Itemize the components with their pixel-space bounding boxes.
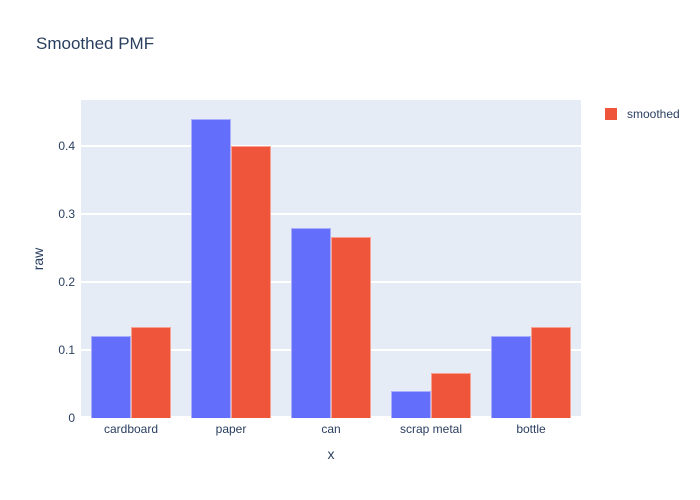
plot-area <box>81 100 581 418</box>
y-tick-label: 0 <box>68 411 75 425</box>
y-axis-title: raw <box>30 247 46 271</box>
bar-smoothed-bottle[interactable] <box>531 327 571 418</box>
bar-smoothed-paper[interactable] <box>231 146 271 418</box>
x-tick-label-cardboard: cardboard <box>103 422 159 436</box>
gridline-y-0.4 <box>81 145 581 148</box>
legend: smoothed <box>605 107 680 121</box>
x-tick-label-can: can <box>321 422 341 436</box>
bar-raw-paper[interactable] <box>191 119 231 418</box>
gridline-y-0.3 <box>81 213 581 216</box>
x-tick-label-paper: paper <box>215 422 247 436</box>
chart-title: Smoothed PMF <box>36 34 155 53</box>
bar-raw-scrap-metal[interactable] <box>391 390 431 418</box>
bar-raw-bottle[interactable] <box>491 336 531 418</box>
y-tick-label: 0.3 <box>58 207 75 222</box>
bar-smoothed-cardboard[interactable] <box>131 327 171 418</box>
bar-raw-cardboard[interactable] <box>91 336 131 418</box>
x-tick-label-bottle: bottle <box>516 422 546 436</box>
bar-smoothed-can[interactable] <box>331 236 371 418</box>
y-tick-label: 0.2 <box>58 275 75 290</box>
x-axis-title: x <box>327 446 335 462</box>
bar-raw-can[interactable] <box>291 227 331 418</box>
x-tick-label-scrap-metal: scrap metal <box>399 422 463 436</box>
y-tick-label: 0.4 <box>58 139 75 154</box>
y-tick-label: 0.1 <box>58 343 75 358</box>
bar-smoothed-scrap-metal[interactable] <box>431 372 471 418</box>
legend-swatch-icon <box>605 108 617 120</box>
legend-label: smoothed <box>627 107 680 121</box>
legend-item-smoothed[interactable]: smoothed <box>605 107 680 121</box>
